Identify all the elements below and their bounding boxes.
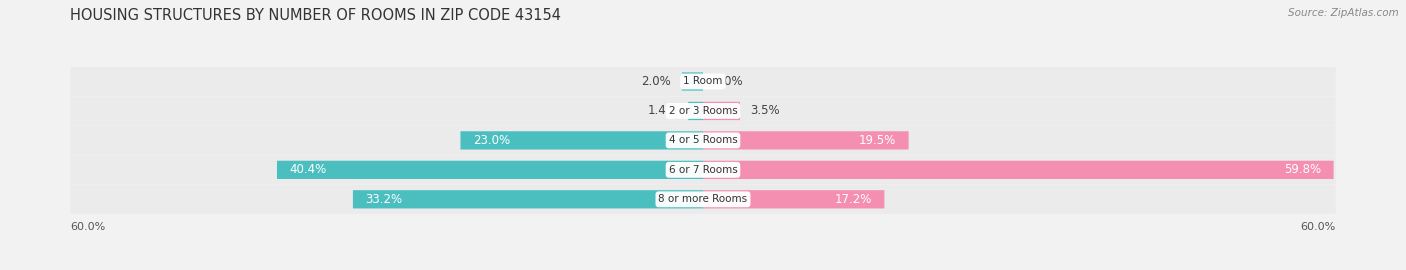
FancyBboxPatch shape (353, 190, 703, 208)
Text: 2 or 3 Rooms: 2 or 3 Rooms (669, 106, 737, 116)
FancyBboxPatch shape (703, 131, 908, 150)
Text: 3.5%: 3.5% (751, 104, 780, 117)
Text: 1.4%: 1.4% (648, 104, 678, 117)
FancyBboxPatch shape (689, 102, 703, 120)
Text: 2.0%: 2.0% (641, 75, 672, 88)
Text: 19.5%: 19.5% (859, 134, 896, 147)
Text: 40.4%: 40.4% (290, 163, 326, 176)
Text: 6 or 7 Rooms: 6 or 7 Rooms (669, 165, 737, 175)
FancyBboxPatch shape (70, 67, 1336, 96)
Text: 4 or 5 Rooms: 4 or 5 Rooms (669, 135, 737, 146)
Text: 23.0%: 23.0% (472, 134, 510, 147)
Text: 0.0%: 0.0% (713, 75, 744, 88)
Text: Source: ZipAtlas.com: Source: ZipAtlas.com (1288, 8, 1399, 18)
FancyBboxPatch shape (682, 72, 703, 91)
FancyBboxPatch shape (703, 102, 740, 120)
FancyBboxPatch shape (70, 185, 1336, 214)
Text: 60.0%: 60.0% (70, 222, 105, 232)
FancyBboxPatch shape (277, 161, 703, 179)
Text: 33.2%: 33.2% (366, 193, 402, 206)
FancyBboxPatch shape (703, 161, 1333, 179)
FancyBboxPatch shape (461, 131, 703, 150)
FancyBboxPatch shape (70, 156, 1336, 184)
Text: 1 Room: 1 Room (683, 76, 723, 86)
Text: 59.8%: 59.8% (1284, 163, 1322, 176)
Text: HOUSING STRUCTURES BY NUMBER OF ROOMS IN ZIP CODE 43154: HOUSING STRUCTURES BY NUMBER OF ROOMS IN… (70, 8, 561, 23)
Text: 17.2%: 17.2% (834, 193, 872, 206)
FancyBboxPatch shape (70, 126, 1336, 155)
Text: 8 or more Rooms: 8 or more Rooms (658, 194, 748, 204)
FancyBboxPatch shape (70, 96, 1336, 125)
Text: 60.0%: 60.0% (1301, 222, 1336, 232)
FancyBboxPatch shape (703, 190, 884, 208)
